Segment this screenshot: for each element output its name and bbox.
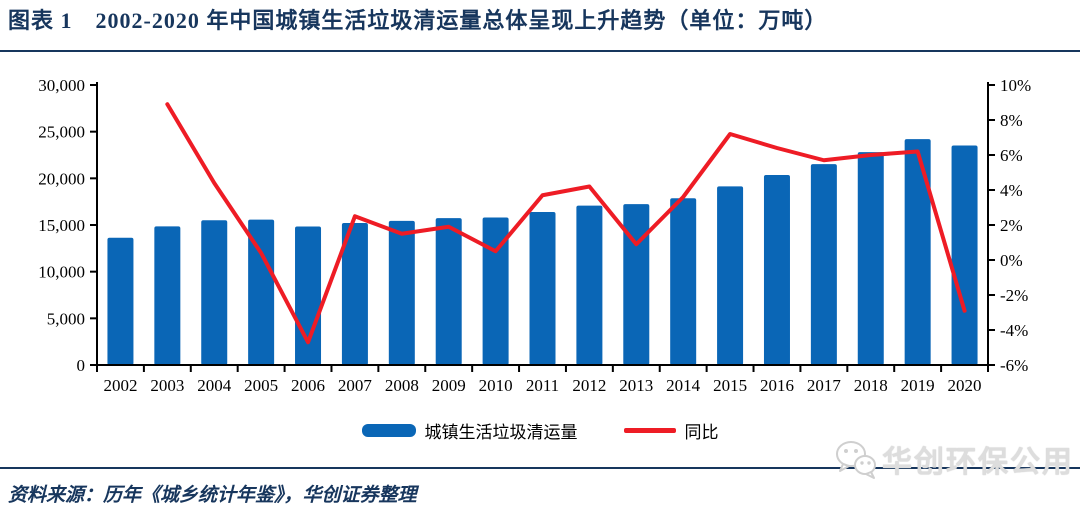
bar-2005 [248,219,275,365]
x-axis-year-label: 2018 [854,376,888,395]
wechat-icon [836,441,876,479]
x-axis-year-label: 2003 [150,376,184,395]
bar-2010 [482,217,509,365]
bar-2004 [201,220,228,365]
title-divider [0,50,1080,52]
x-axis-year-label: 2014 [666,376,701,395]
bar-2014 [670,198,697,365]
right-axis-tick-label: 8% [1000,111,1023,130]
bar-2008 [388,220,415,365]
bar-2013 [623,204,650,365]
x-axis-year-label: 2015 [713,376,747,395]
bar-2009 [435,218,462,365]
legend-item-bars: 城镇生活垃圾清运量 [361,418,578,443]
legend-item-line: 同比 [623,418,719,443]
left-axis-tick-label: 20,000 [38,169,85,188]
x-axis-year-label: 2011 [526,376,559,395]
left-axis-tick-label: 10,000 [38,263,85,282]
left-axis-tick-label: 15,000 [38,216,85,235]
source-note: 资料来源：历年《城乡统计年鉴》，华创证券整理 [8,485,417,506]
figure-title: 图表 1 2002-2020 年中国城镇生活垃圾清运量总体呈现上升趋势（单位：万… [8,8,828,33]
x-axis-year-label: 2009 [432,376,466,395]
right-axis-tick-label: 10% [1000,76,1031,95]
right-axis-tick-label: 0% [1000,251,1023,270]
watermark-text: 华创环保公用 [882,446,1074,479]
x-axis-year-label: 2016 [760,376,794,395]
yoy-line [165,102,967,345]
bar-legend-swatch [361,423,416,437]
bar-2020 [951,145,978,365]
bar-2007 [341,222,368,365]
bar-2017 [810,164,837,365]
watermark: 华创环保公用 [833,436,1074,482]
x-axis-year-label: 2006 [291,376,325,395]
footer-divider [0,467,1080,469]
x-axis-year-label: 2020 [948,376,982,395]
left-axis-tick-label: 30,000 [38,76,85,95]
x-axis-year-label: 2002 [103,376,137,395]
bar-2015 [717,186,744,365]
bar-2002 [107,237,134,365]
bar-2011 [529,211,556,365]
bar-2003 [154,226,181,365]
right-axis-tick-label: -4% [1000,321,1028,340]
line-legend-label: 同比 [684,422,719,442]
x-axis-year-label: 2012 [572,376,606,395]
x-axis-year-label: 2007 [338,376,373,395]
right-axis-tick-label: -6% [1000,356,1028,375]
line-legend-swatch [623,427,676,433]
bar-2019 [904,139,931,365]
right-axis-tick-label: 2% [1000,216,1023,235]
x-axis-year-label: 2013 [619,376,653,395]
x-axis-year-label: 2004 [197,376,232,395]
left-axis-tick-label: 0 [77,356,86,375]
bar-2012 [576,205,603,365]
x-axis-year-label: 2008 [385,376,419,395]
right-axis-tick-label: 6% [1000,146,1023,165]
x-axis-year-label: 2017 [807,376,842,395]
bar-2018 [857,152,884,365]
x-axis-year-label: 2010 [479,376,513,395]
right-axis-tick-label: -2% [1000,286,1028,305]
bars-series [107,139,978,365]
right-axis-tick-label: 4% [1000,181,1023,200]
x-axis-year-label: 2019 [901,376,935,395]
x-axis-year-label: 2005 [244,376,278,395]
left-axis-tick-label: 5,000 [47,309,85,328]
left-axis-tick-label: 25,000 [38,123,85,142]
chart-legend: 城镇生活垃圾清运量 同比 [0,418,1080,442]
bar-2016 [763,174,790,365]
bar-legend-label: 城镇生活垃圾清运量 [424,422,578,442]
